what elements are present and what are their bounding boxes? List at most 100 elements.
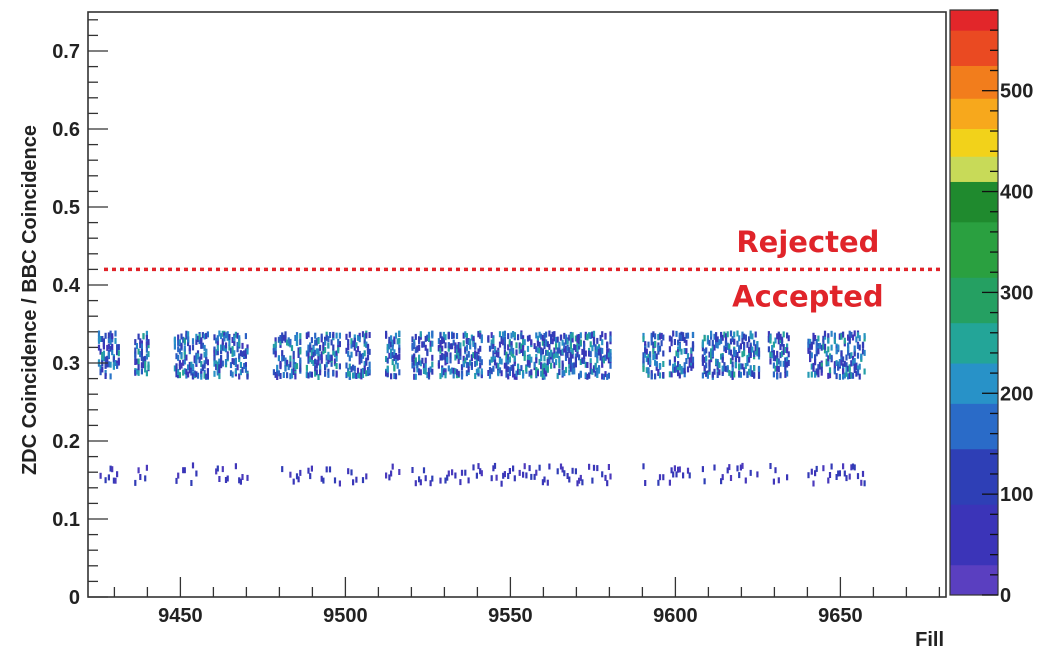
heatmap-cell	[777, 338, 780, 345]
heatmap-cell	[736, 330, 739, 337]
heatmap-cell	[738, 370, 741, 377]
heatmap-cell	[863, 480, 866, 487]
heatmap-cell	[734, 357, 737, 364]
heatmap-cell	[418, 476, 421, 483]
heatmap-cell	[338, 341, 341, 348]
heatmap-cell	[215, 337, 218, 344]
heatmap-cell	[386, 347, 389, 354]
heatmap-cell	[812, 480, 815, 487]
heatmap-cell	[289, 355, 292, 362]
heatmap-cell	[609, 473, 612, 480]
heatmap-cell	[526, 359, 530, 366]
heatmap-cell	[396, 354, 399, 361]
heatmap-cell	[452, 367, 455, 374]
heatmap-cell	[134, 347, 137, 354]
heatmap-cell	[424, 357, 427, 364]
heatmap-cell	[558, 362, 561, 369]
heatmap-cell	[414, 333, 417, 340]
heatmap-cell	[454, 368, 457, 375]
heatmap-cell	[426, 350, 429, 357]
heatmap-cell	[520, 365, 523, 372]
heatmap-cell	[205, 354, 208, 361]
heatmap-cell	[556, 336, 559, 343]
heatmap-cell	[413, 373, 416, 380]
heatmap-cell	[137, 358, 140, 365]
heatmap-cell	[490, 343, 493, 350]
heatmap-cell	[863, 368, 866, 375]
heatmap-cell	[609, 331, 612, 338]
heatmap-cell	[347, 339, 350, 346]
heatmap-cell	[309, 356, 312, 363]
heatmap-cell	[493, 356, 497, 363]
heatmap-cell	[279, 339, 282, 346]
heatmap-cell	[690, 353, 693, 360]
heatmap-cell	[327, 342, 330, 349]
heatmap-cell	[564, 355, 568, 361]
heatmap-cell	[462, 355, 465, 362]
y-tick-label: 0.6	[52, 119, 80, 141]
colorbar-segment	[950, 30, 998, 66]
heatmap-cell	[229, 370, 233, 377]
heatmap-cell	[708, 365, 711, 372]
heatmap-cell	[507, 333, 510, 340]
heatmap-cell	[203, 351, 206, 358]
heatmap-cell	[135, 368, 138, 375]
heatmap-cell	[320, 333, 323, 340]
heatmap-cell	[569, 352, 572, 359]
heatmap-cell	[320, 351, 323, 358]
heatmap-cell	[147, 351, 150, 358]
heatmap-cell	[246, 373, 249, 380]
heatmap-cell	[518, 469, 521, 476]
y-tick-label: 0.2	[52, 431, 80, 453]
heatmap-cell	[411, 362, 414, 369]
heatmap-cell	[390, 352, 393, 359]
heatmap-cell	[226, 475, 229, 482]
heatmap-cell	[180, 352, 183, 358]
heatmap-cell	[508, 468, 511, 474]
heatmap-cell	[522, 471, 525, 478]
heatmap-cell	[701, 354, 704, 361]
heatmap-cell	[589, 333, 592, 339]
heatmap-cell	[439, 339, 442, 346]
heatmap-cell	[465, 361, 468, 368]
heatmap-cell	[178, 360, 181, 367]
heatmap-cell	[513, 355, 516, 362]
heatmap-cell	[386, 370, 389, 377]
heatmap-cell	[548, 343, 551, 350]
heatmap-cell	[807, 472, 810, 479]
heatmap-cell	[396, 362, 399, 369]
heatmap-cell	[579, 371, 582, 378]
heatmap-cell	[97, 359, 101, 366]
heatmap-cell	[492, 338, 495, 344]
heatmap-cell	[586, 362, 589, 368]
heatmap-cell	[327, 371, 330, 378]
heatmap-cell	[419, 331, 422, 338]
heatmap-cell	[363, 361, 366, 367]
heatmap-cell	[568, 347, 571, 354]
heatmap-cell	[749, 352, 752, 358]
heatmap-cell	[277, 370, 280, 377]
heatmap-cell	[543, 337, 546, 344]
heatmap-cell	[319, 344, 322, 351]
heatmap-cell	[518, 342, 521, 349]
heatmap-cell	[701, 372, 704, 379]
heatmap-cell	[446, 356, 449, 363]
heatmap-cell	[574, 353, 577, 360]
heatmap-cell	[729, 338, 733, 345]
heatmap-cell	[589, 363, 592, 369]
heatmap-cell	[545, 349, 548, 356]
heatmap-cell	[472, 464, 475, 471]
heatmap-cell	[523, 463, 526, 470]
heatmap-cell	[728, 343, 731, 350]
heatmap-cell	[241, 342, 244, 349]
heatmap-cell	[503, 343, 506, 350]
heatmap-cell	[840, 355, 843, 362]
heatmap-cell	[134, 479, 137, 486]
heatmap-cell	[715, 337, 718, 344]
heatmap-cell	[117, 350, 120, 357]
heatmap-cell	[738, 345, 741, 352]
heatmap-cell	[701, 341, 704, 348]
heatmap-cell	[779, 337, 782, 344]
heatmap-cell	[325, 334, 328, 341]
heatmap-cell	[515, 370, 518, 377]
